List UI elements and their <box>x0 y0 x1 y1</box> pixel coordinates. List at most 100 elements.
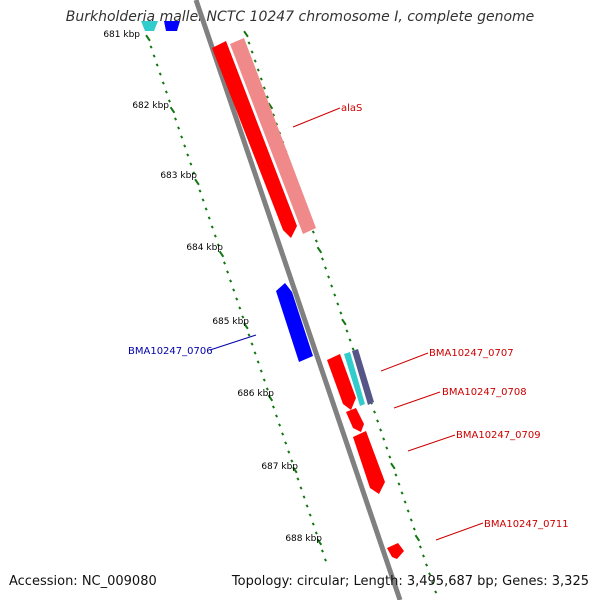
left-track-tick <box>174 117 178 121</box>
right-track-tick <box>428 572 432 576</box>
gene-label-bma10247-0706[interactable]: BMA10247_0706 <box>128 346 213 357</box>
kbp-label-687: 687 kbp <box>261 462 298 472</box>
right-track-tick <box>320 257 325 261</box>
gene-arrow-top-blue[interactable] <box>164 21 180 31</box>
right-track-tick <box>409 518 413 522</box>
right-track-tick <box>382 437 386 441</box>
left-track-tick <box>278 423 282 427</box>
right-track-tick <box>265 95 269 99</box>
left-track-tick <box>204 207 208 211</box>
right-track-tick <box>388 455 392 459</box>
gene-arrow-small-a[interactable] <box>346 408 364 432</box>
gene-arrow-bma10247-0708-cyan[interactable] <box>344 352 365 406</box>
gene-label-bma10247-0708[interactable]: BMA10247_0708 <box>442 387 527 398</box>
left-track-tick <box>201 198 205 202</box>
left-track-tick <box>296 477 300 481</box>
chromosome-backbone <box>193 0 403 600</box>
gene-label-bma10247-0707[interactable]: BMA10247_0707 <box>429 348 514 359</box>
right-track-tick <box>314 239 318 243</box>
right-track-tick <box>345 329 349 333</box>
left-track-tick <box>189 162 193 166</box>
right-track-tick <box>247 41 251 45</box>
kbp-label-685: 685 kbp <box>212 317 249 327</box>
accession-text: Accession: NC_009080 <box>9 574 157 589</box>
left-track-tick <box>323 558 328 562</box>
left-track-tick <box>271 405 275 409</box>
right-track-tick <box>431 581 435 585</box>
left-track-tick <box>311 522 315 526</box>
leader-line-bma10247-0708 <box>393 391 441 409</box>
left-track-tick <box>149 45 153 49</box>
right-track-tick <box>330 284 334 288</box>
gene-arrow-bma10247-0708-navy[interactable] <box>352 349 374 405</box>
right-track-tick <box>272 113 276 117</box>
right-track-tick <box>339 311 343 315</box>
right-track-tick <box>425 563 429 567</box>
right-track-tick <box>406 509 410 513</box>
right-track-tick <box>333 293 337 297</box>
kbp-label-682: 682 kbp <box>132 101 169 111</box>
right-track-tick <box>421 554 426 558</box>
left-track-tick <box>158 72 162 76</box>
gene-label-bma10247-0709[interactable]: BMA10247_0709 <box>456 430 541 441</box>
map-title: Burkholderia mallei NCTC 10247 chromosom… <box>65 9 535 25</box>
left-track-tick <box>299 486 303 490</box>
genome-stats-text: Topology: circular; Length: 3,495,687 bp… <box>231 574 589 589</box>
right-track-tick <box>259 77 263 81</box>
right-track-tick <box>394 473 398 477</box>
gene-arrow-top-cyan[interactable] <box>141 21 158 31</box>
left-track-tick <box>241 315 245 319</box>
kbp-label-683: 683 kbp <box>160 171 197 181</box>
left-track-tick <box>226 270 230 274</box>
right-track-tick <box>372 410 377 414</box>
gene-arrow-alas-dark[interactable] <box>212 41 297 238</box>
left-track-tick <box>243 322 249 330</box>
left-track-tick <box>216 243 220 247</box>
leader-line-bma10247-0707 <box>380 352 429 372</box>
leader-line-alas <box>292 107 341 128</box>
left-track-tick <box>194 178 200 186</box>
right-track-tick <box>253 59 257 63</box>
left-track-tick <box>186 153 190 157</box>
right-track-tick <box>243 30 249 38</box>
left-track-tick <box>180 135 184 139</box>
gene-arrow-bma10247-0709[interactable] <box>353 431 385 494</box>
right-track-tick <box>311 230 315 234</box>
left-track-tick <box>192 171 196 175</box>
right-track-tick <box>390 462 396 470</box>
left-track-tick <box>247 333 251 337</box>
gene-arrow-bma10247-0707[interactable] <box>327 354 356 410</box>
right-track-tick <box>327 275 331 279</box>
gene-arrow-bma10247-0711[interactable] <box>387 543 404 559</box>
left-track-tick <box>292 466 298 474</box>
left-track-tick <box>290 459 294 463</box>
kbp-label-684: 684 kbp <box>186 243 223 253</box>
left-track-tick <box>302 495 306 499</box>
right-track-tick <box>376 419 380 423</box>
left-track-tick <box>155 63 159 67</box>
kbp-label-681: 681 kbp <box>103 30 140 40</box>
right-track-tick <box>414 534 421 542</box>
right-track-tick <box>267 102 274 110</box>
gene-arrow-alas-light[interactable] <box>230 38 316 234</box>
gene-label-bma10247-0711[interactable]: BMA10247_0711 <box>484 519 569 530</box>
left-track-tick <box>167 99 171 103</box>
left-track-tick <box>152 54 156 58</box>
left-track-tick <box>238 306 242 310</box>
left-track-tick <box>222 261 227 265</box>
gene-label-alas[interactable]: alaS <box>341 103 362 114</box>
left-track-tick <box>177 126 181 130</box>
right-track-tick <box>341 318 347 326</box>
left-track-tick <box>316 538 323 546</box>
right-track-tick <box>397 482 401 486</box>
left-track-tick <box>284 441 288 445</box>
left-track-tick <box>320 549 324 553</box>
right-track-tick <box>351 347 355 351</box>
kbp-label-686: 686 kbp <box>237 389 274 399</box>
left-track-tick <box>256 360 260 364</box>
left-track-tick <box>218 250 225 258</box>
gene-arrow-bma10247-0706[interactable] <box>276 283 313 362</box>
right-track-tick <box>385 446 389 450</box>
left-track-tick <box>308 513 312 517</box>
